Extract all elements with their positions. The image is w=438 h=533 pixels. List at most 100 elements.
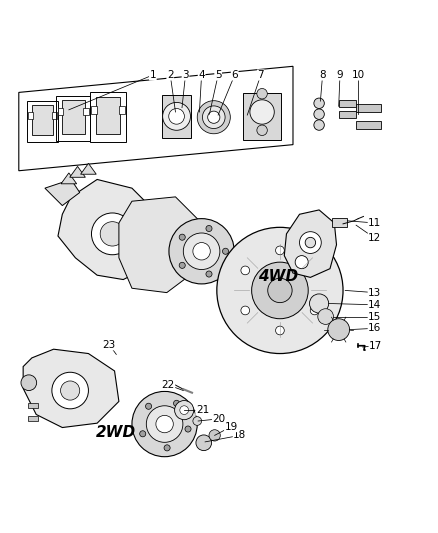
Circle shape xyxy=(328,319,350,341)
Bar xyxy=(162,94,191,138)
Bar xyxy=(28,416,39,421)
Bar xyxy=(339,100,356,107)
Circle shape xyxy=(295,256,308,269)
Text: 4: 4 xyxy=(198,70,205,80)
Circle shape xyxy=(197,101,230,134)
Circle shape xyxy=(185,426,191,432)
Circle shape xyxy=(257,125,267,135)
Text: 16: 16 xyxy=(368,324,381,333)
Text: 1: 1 xyxy=(149,70,156,80)
Circle shape xyxy=(305,237,316,248)
Text: 13: 13 xyxy=(368,288,381,297)
Text: 10: 10 xyxy=(352,70,365,80)
Polygon shape xyxy=(119,197,201,293)
Circle shape xyxy=(310,294,328,313)
Circle shape xyxy=(208,111,220,123)
Bar xyxy=(28,101,58,142)
Circle shape xyxy=(314,98,324,109)
Bar xyxy=(83,108,89,116)
Bar xyxy=(28,403,39,408)
Text: 17: 17 xyxy=(369,341,382,351)
Circle shape xyxy=(202,106,225,128)
Bar xyxy=(356,104,381,112)
Circle shape xyxy=(276,246,284,255)
Bar xyxy=(91,106,97,114)
Circle shape xyxy=(314,120,324,130)
Circle shape xyxy=(300,232,321,254)
Text: 23: 23 xyxy=(102,340,116,350)
Polygon shape xyxy=(61,173,77,184)
Bar xyxy=(57,108,63,116)
Text: 14: 14 xyxy=(368,300,381,310)
Text: 7: 7 xyxy=(258,70,264,80)
Polygon shape xyxy=(23,349,119,427)
Polygon shape xyxy=(284,210,336,277)
Circle shape xyxy=(184,233,220,270)
Circle shape xyxy=(209,430,220,441)
Text: 11: 11 xyxy=(368,218,381,228)
Bar xyxy=(332,218,347,228)
Circle shape xyxy=(241,306,250,315)
Polygon shape xyxy=(45,180,80,206)
Circle shape xyxy=(179,234,185,240)
Circle shape xyxy=(100,222,124,246)
Circle shape xyxy=(179,262,185,269)
Text: 6: 6 xyxy=(231,70,238,80)
Circle shape xyxy=(146,406,183,442)
Circle shape xyxy=(169,219,234,284)
Text: 20: 20 xyxy=(212,414,226,424)
Circle shape xyxy=(52,372,88,409)
Bar xyxy=(28,112,33,119)
Circle shape xyxy=(217,228,343,353)
Circle shape xyxy=(252,262,308,319)
Text: 15: 15 xyxy=(368,312,381,321)
Circle shape xyxy=(173,400,180,406)
Circle shape xyxy=(92,213,133,255)
Circle shape xyxy=(60,381,80,400)
Circle shape xyxy=(257,88,267,99)
Circle shape xyxy=(314,109,324,119)
Circle shape xyxy=(140,431,146,437)
Circle shape xyxy=(206,225,212,231)
Circle shape xyxy=(180,406,188,415)
Circle shape xyxy=(164,445,170,451)
Circle shape xyxy=(318,309,333,325)
Text: 19: 19 xyxy=(225,422,238,432)
Text: 2: 2 xyxy=(167,70,173,80)
Text: 21: 21 xyxy=(196,405,209,415)
Text: 8: 8 xyxy=(319,70,326,80)
Circle shape xyxy=(21,375,37,391)
Circle shape xyxy=(169,109,184,124)
Bar xyxy=(32,105,53,135)
Bar xyxy=(119,106,125,114)
Text: 2WD: 2WD xyxy=(96,425,136,440)
Circle shape xyxy=(206,271,212,277)
Bar xyxy=(62,100,85,134)
Text: 18: 18 xyxy=(233,430,247,440)
Bar xyxy=(339,111,356,118)
Polygon shape xyxy=(70,166,85,177)
Text: 4WD: 4WD xyxy=(258,269,298,284)
Bar xyxy=(356,120,381,128)
Text: 3: 3 xyxy=(182,70,189,80)
Circle shape xyxy=(193,243,210,260)
Circle shape xyxy=(175,400,194,419)
Bar xyxy=(243,93,281,140)
Circle shape xyxy=(250,100,274,124)
Bar xyxy=(52,112,57,119)
Circle shape xyxy=(145,403,152,409)
Circle shape xyxy=(241,266,250,275)
Circle shape xyxy=(132,391,197,457)
Text: 22: 22 xyxy=(162,380,175,390)
Circle shape xyxy=(268,278,292,303)
Text: 9: 9 xyxy=(337,70,343,80)
Circle shape xyxy=(196,435,212,450)
Bar xyxy=(90,92,126,142)
Polygon shape xyxy=(81,163,96,174)
Bar xyxy=(57,96,90,141)
Circle shape xyxy=(310,306,319,315)
Circle shape xyxy=(276,326,284,335)
Circle shape xyxy=(223,248,229,254)
Circle shape xyxy=(193,417,201,425)
Text: 5: 5 xyxy=(215,70,222,80)
